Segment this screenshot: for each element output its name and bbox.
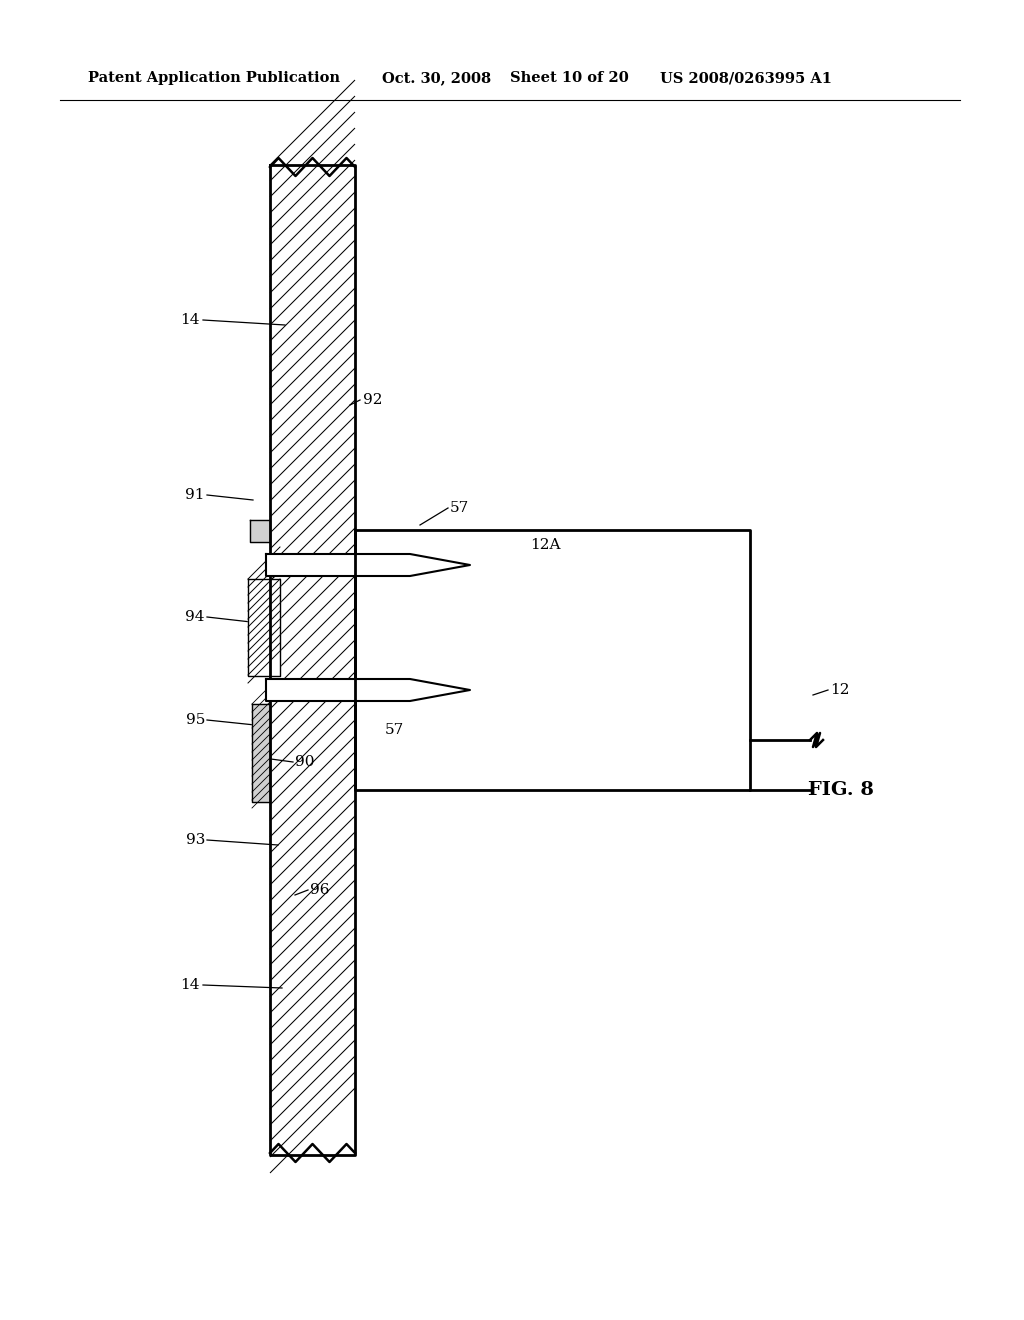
Text: 57: 57 (450, 502, 469, 515)
Text: 12: 12 (830, 682, 850, 697)
Text: US 2008/0263995 A1: US 2008/0263995 A1 (660, 71, 831, 84)
Text: 14: 14 (180, 978, 200, 993)
Text: 96: 96 (310, 883, 330, 898)
Text: 94: 94 (185, 610, 205, 624)
Polygon shape (750, 741, 810, 789)
Polygon shape (266, 678, 470, 701)
Text: Patent Application Publication: Patent Application Publication (88, 71, 340, 84)
Polygon shape (355, 531, 750, 789)
Text: 12A: 12A (530, 539, 560, 552)
Text: 90: 90 (295, 755, 314, 770)
Text: Oct. 30, 2008: Oct. 30, 2008 (382, 71, 492, 84)
Text: Sheet 10 of 20: Sheet 10 of 20 (510, 71, 629, 84)
Polygon shape (250, 520, 270, 543)
Text: 95: 95 (185, 713, 205, 727)
Polygon shape (252, 704, 270, 803)
Text: 92: 92 (362, 393, 383, 407)
Text: 14: 14 (180, 313, 200, 327)
Text: FIG. 8: FIG. 8 (808, 781, 873, 799)
Text: 93: 93 (185, 833, 205, 847)
Text: 91: 91 (185, 488, 205, 502)
Text: 57: 57 (385, 723, 404, 737)
Polygon shape (270, 165, 355, 1155)
Polygon shape (248, 579, 280, 676)
Polygon shape (266, 554, 470, 576)
